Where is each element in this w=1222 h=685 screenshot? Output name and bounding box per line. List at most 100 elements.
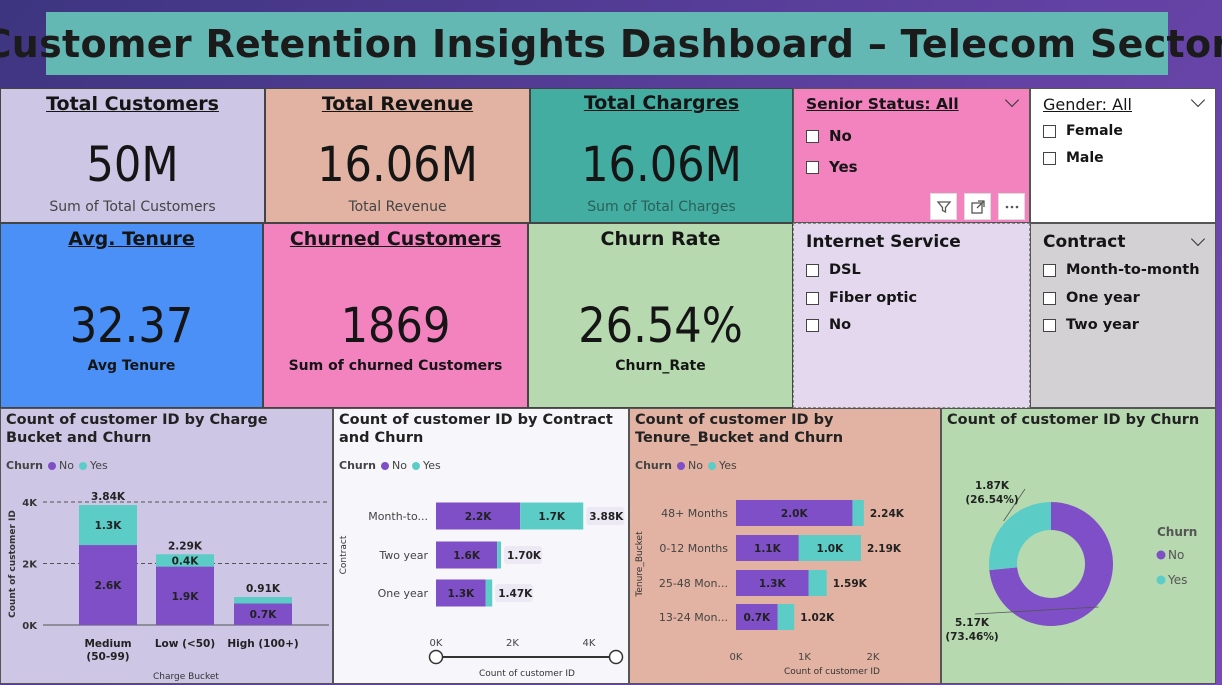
more-options-icon[interactable]	[998, 193, 1025, 220]
data-label-total: 3.88K	[589, 511, 624, 523]
legend-yes-dot	[411, 461, 420, 470]
bar-segment-yes	[798, 535, 862, 561]
range-slider-handle-end	[608, 649, 624, 665]
bar-segment-no	[436, 502, 521, 530]
churn-donut-chart[interactable]: Count of customer ID by Churn 5.17K (73.4…	[941, 408, 1216, 684]
kpi-title: Total Chargres	[583, 92, 740, 114]
legend-yes-label: Yes	[89, 459, 108, 472]
checkbox[interactable]	[806, 263, 819, 277]
data-label-no: 2.6K	[95, 580, 123, 592]
slice-percent-label: (73.46%)	[945, 631, 998, 643]
senior-status-slicer[interactable]: Senior Status: All No Yes	[793, 88, 1030, 223]
kpi-churn-rate[interactable]: Churn Rate 26.54% Churn_Rate	[528, 223, 793, 408]
slicer-option-fiber[interactable]: Fiber optic	[806, 290, 917, 306]
y-tick-label: One year	[378, 587, 429, 600]
chevron-down-icon[interactable]	[1190, 231, 1206, 247]
x-tick-label: 1K	[798, 652, 811, 663]
x-axis-label: Count of customer ID	[784, 667, 880, 677]
charge-bucket-chart[interactable]: Count of customer ID by Charge Bucket an…	[0, 408, 333, 684]
page-title: Customer Retention Insights Dashboard – …	[0, 21, 1222, 66]
checkbox[interactable]	[1043, 291, 1056, 305]
filter-icon[interactable]	[930, 193, 957, 220]
legend-yes-dot	[78, 461, 87, 470]
kpi-total-revenue[interactable]: Total Revenue 16.06M Total Revenue	[265, 88, 530, 223]
data-label-total: 1.59K	[833, 578, 868, 590]
x-tick-label: High (100+)	[227, 638, 298, 650]
leader-line	[974, 606, 1099, 615]
kpi-subtitle: Sum of Total Customers	[49, 199, 216, 215]
kpi-total-charges[interactable]: Total Chargres 16.06M Sum of Total Charg…	[530, 88, 793, 223]
bar-segment-no	[436, 541, 498, 569]
checkbox[interactable]	[806, 129, 819, 143]
bar-segment-yes	[234, 597, 292, 604]
contract-chart[interactable]: Count of customer ID by Contract and Chu…	[333, 408, 629, 684]
bar-segment-no	[234, 603, 292, 625]
checkbox[interactable]	[806, 318, 819, 332]
checkbox[interactable]	[1043, 151, 1056, 165]
slicer-option-month[interactable]: Month-to-month	[1043, 262, 1200, 278]
y-tick-label: 13-24 Mon...	[659, 611, 728, 624]
data-label-yes: 0.4K	[172, 555, 200, 567]
slicer-option-female[interactable]: Female	[1043, 123, 1123, 139]
checkbox[interactable]	[1043, 124, 1056, 138]
slice-value-label: 1.87K	[975, 480, 1010, 492]
chevron-down-icon[interactable]	[1190, 92, 1206, 108]
checkbox[interactable]	[806, 291, 819, 305]
kpi-subtitle: Churn_Rate	[615, 358, 706, 374]
option-label: One year	[1066, 290, 1140, 306]
legend-label: Churn	[339, 459, 376, 472]
y-tick-label: 0-12 Months	[659, 542, 728, 555]
x-tick-label: (50-99)	[86, 651, 129, 663]
slicer-option-one-year[interactable]: One year	[1043, 290, 1140, 306]
slicer-option-dsl[interactable]: DSL	[806, 262, 861, 278]
internet-service-slicer[interactable]: Internet Service DSL Fiber optic No	[793, 223, 1030, 408]
slicer-option-yes[interactable]: Yes	[806, 158, 858, 176]
slicer-option-no[interactable]: No	[806, 127, 852, 145]
data-label-total: 1.70K	[507, 550, 542, 562]
checkbox[interactable]	[1043, 263, 1056, 277]
data-label-total: 2.24K	[870, 508, 905, 520]
legend-label: Churn	[635, 459, 672, 472]
tenure-bucket-chart[interactable]: Count of customer ID by Tenure_Bucket an…	[629, 408, 941, 684]
dashboard-title-bar: Customer Retention Insights Dashboard – …	[0, 12, 1222, 75]
chevron-down-icon[interactable]	[1004, 92, 1020, 108]
data-label-no: 0.7K	[250, 609, 278, 621]
slicer-option-male[interactable]: Male	[1043, 150, 1104, 166]
data-label-no: 2.0K	[781, 508, 809, 520]
kpi-churned-customers[interactable]: Churned Customers 1869 Sum of churned Cu…	[263, 223, 528, 408]
option-label: Male	[1066, 150, 1104, 166]
legend-no-dot	[381, 461, 389, 470]
leader-line	[1003, 488, 1026, 522]
legend-yes-label: Yes	[422, 459, 441, 472]
option-label: Two year	[1066, 317, 1139, 333]
gender-slicer[interactable]: Gender: All Female Male	[1030, 88, 1216, 223]
y-tick-label: 25-48 Mon...	[659, 577, 728, 590]
slicer-option-two-year[interactable]: Two year	[1043, 317, 1139, 333]
slice-percent-label: (26.54%)	[965, 494, 1018, 506]
x-axis-label: Count of customer ID	[479, 669, 575, 679]
checkbox[interactable]	[1043, 318, 1056, 332]
contract-slicer[interactable]: Contract Month-to-month One year Two yea…	[1030, 223, 1216, 408]
bar-segment-no	[156, 566, 214, 625]
x-tick-label: Medium	[84, 638, 131, 650]
bar-segment-yes	[497, 541, 502, 569]
chart-title: Count of customer ID by Tenure_Bucket an…	[635, 412, 844, 446]
data-label-yes: 1.7K	[538, 511, 566, 523]
kpi-value: 50M	[86, 137, 179, 193]
kpi-subtitle: Sum of Total Charges	[587, 199, 736, 215]
y-tick-label: 0K	[22, 621, 38, 632]
option-label: No	[829, 317, 852, 333]
x-tick-label: 0K	[430, 638, 443, 649]
churn-donut-plot: 5.17K (73.46%) 1.87K (26.54%) Churn No Yes	[945, 480, 1197, 643]
checkbox[interactable]	[806, 160, 819, 174]
legend-entry: No	[1168, 548, 1184, 562]
y-tick-label: 4K	[22, 498, 38, 509]
kpi-total-customers[interactable]: Total Customers 50M Sum of Total Custome…	[0, 88, 265, 223]
bar-segment-yes	[808, 570, 827, 596]
y-tick-label: 2K	[22, 560, 38, 571]
legend-dot	[1156, 550, 1166, 560]
kpi-value: 16.06M	[317, 137, 478, 193]
slicer-option-no-internet[interactable]: No	[806, 317, 851, 333]
kpi-avg-tenure[interactable]: Avg. Tenure 32.37 Avg Tenure	[0, 223, 263, 408]
focus-mode-icon[interactable]	[964, 193, 991, 220]
